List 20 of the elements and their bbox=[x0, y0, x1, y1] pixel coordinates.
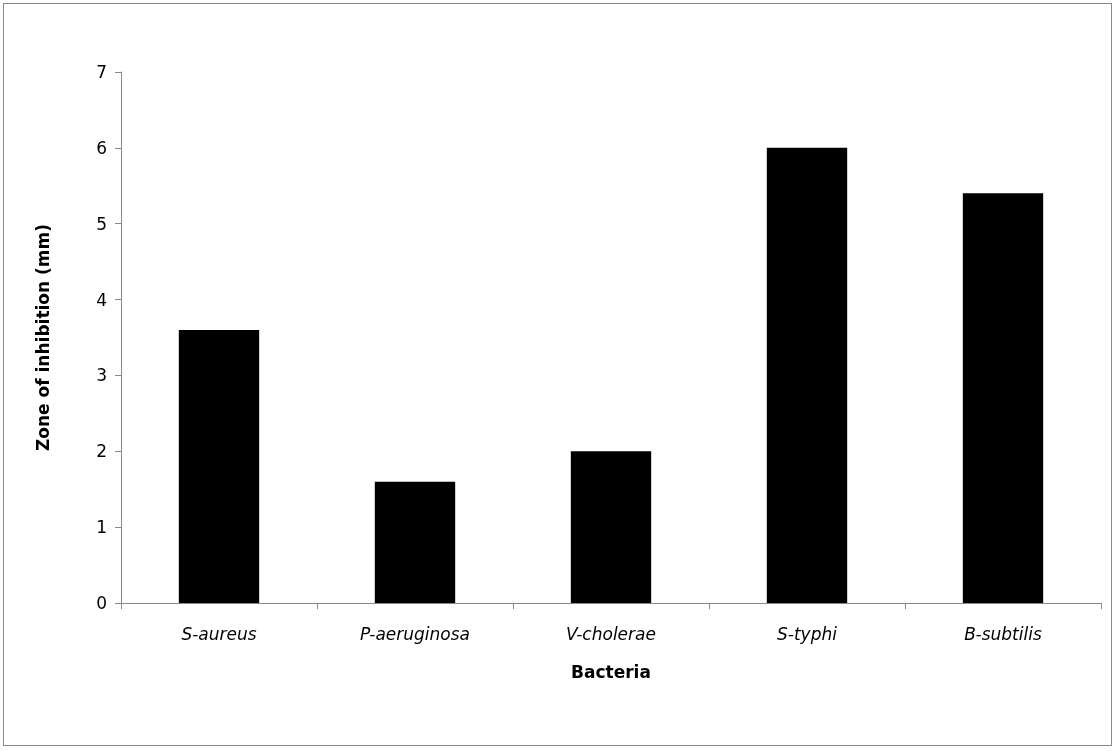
y-tick-label: 0 bbox=[96, 593, 107, 613]
y-tick-label: 4 bbox=[96, 289, 107, 310]
x-tick-label: V-cholerae bbox=[566, 623, 656, 644]
y-tick-label: 6 bbox=[96, 137, 107, 158]
y-tick-label: 5 bbox=[96, 213, 107, 234]
y-tick-label: 7 bbox=[96, 62, 107, 82]
bar bbox=[374, 481, 456, 603]
x-tick-label: B-subtilis bbox=[964, 623, 1042, 644]
x-tick-label: S-typhi bbox=[777, 623, 838, 644]
y-tick-label: 1 bbox=[96, 517, 107, 538]
bar bbox=[570, 451, 652, 603]
y-tick-label: 3 bbox=[96, 365, 107, 386]
x-axis-title: Bacteria bbox=[571, 661, 651, 682]
y-tick-label: 2 bbox=[96, 441, 107, 462]
bar bbox=[766, 147, 848, 603]
x-tick-label: S-aureus bbox=[181, 623, 257, 644]
bar bbox=[178, 329, 260, 603]
x-tick-label: P-aeruginosa bbox=[359, 623, 471, 644]
y-axis-title: Zone of inhibition (mm) bbox=[32, 223, 53, 452]
bar bbox=[962, 193, 1044, 603]
